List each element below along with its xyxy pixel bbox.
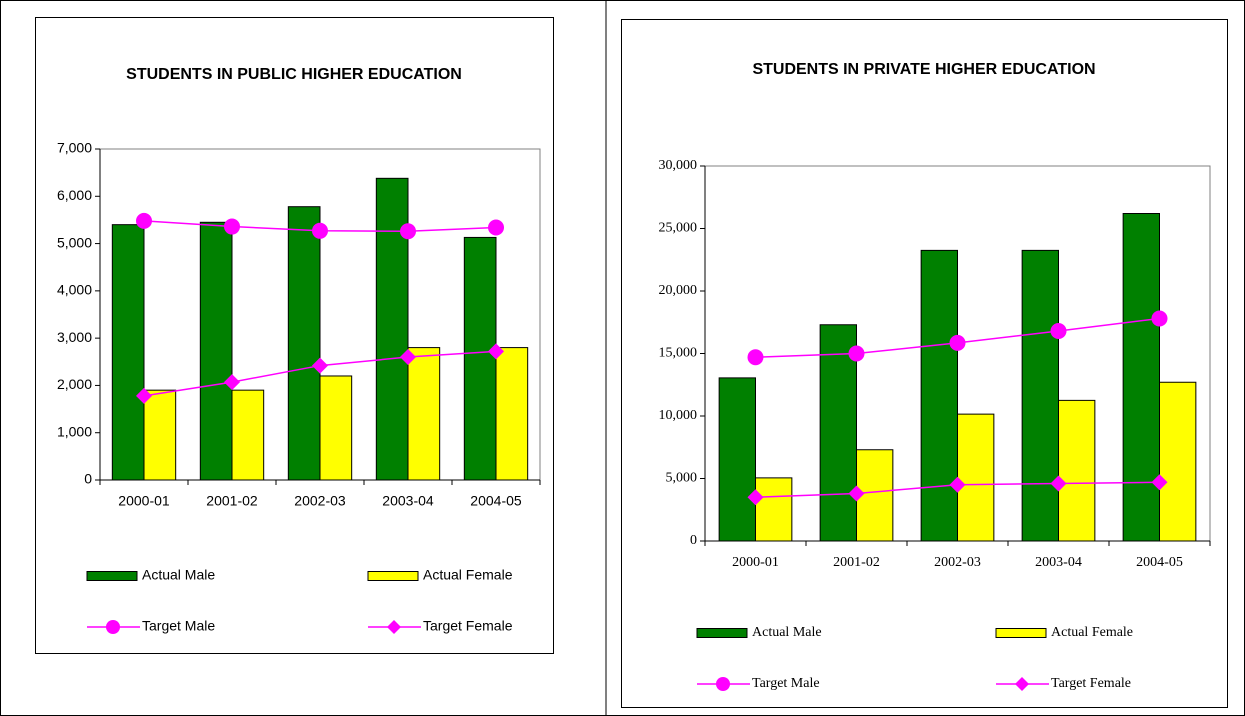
legend-swatch [367, 571, 419, 581]
marker-diamond [312, 357, 328, 374]
y-tick-label: 5,000 [57, 234, 92, 250]
marker-circle [716, 677, 730, 691]
bar [495, 347, 529, 481]
marker-diamond [949, 476, 966, 493]
bar [718, 377, 757, 542]
x-tick-label: 2001-02 [206, 493, 258, 509]
y-tick-label: 0 [84, 471, 92, 487]
x-tick-label: 2002-03 [934, 555, 981, 570]
x-tick-label: 2003-04 [382, 493, 434, 509]
legend-label: Target Female [423, 618, 513, 634]
x-tick-label: 2001-02 [833, 555, 880, 570]
x-tick-label: 2002-03 [294, 493, 346, 509]
x-tick-label: 2003-04 [1035, 555, 1082, 570]
bar [957, 413, 995, 542]
bar [111, 224, 145, 481]
x-tick-label: 2004-05 [1136, 555, 1183, 570]
legend-label: Actual Male [752, 625, 822, 640]
legend-label: Target Female [1051, 676, 1131, 691]
chart-public: STUDENTS IN PUBLIC HIGHER EDUCATION 0 1,00… [35, 17, 554, 654]
bar [407, 347, 441, 481]
marker-circle [136, 212, 152, 229]
bar [199, 221, 233, 481]
bar [463, 236, 497, 481]
x-tick-label: 2000-01 [732, 555, 779, 570]
chart-title: STUDENTS IN PUBLIC HIGHER EDUCATION [126, 66, 462, 83]
marker-circle [1050, 323, 1067, 339]
bar [819, 324, 858, 542]
chart-title: STUDENTS IN PRIVATE HIGHER EDUCATION [752, 61, 1095, 78]
marker-circle [848, 345, 865, 362]
legend-swatch [696, 628, 748, 638]
bar [920, 249, 959, 542]
y-tick-label: 20,000 [659, 283, 698, 298]
marker-diamond [136, 387, 152, 404]
legend-label: Actual Female [1051, 625, 1133, 640]
legend-swatch [86, 571, 138, 581]
chart-private: STUDENTS IN PRIVATE HIGHER EDUCATION 0 5,0… [621, 19, 1228, 708]
marker-circle [312, 222, 328, 239]
bar [1021, 249, 1060, 542]
legend-label: Actual Female [423, 567, 513, 583]
bar [319, 375, 353, 481]
legend-label: Target Male [142, 618, 215, 634]
legend-swatch [995, 628, 1047, 638]
marker-circle [224, 218, 240, 235]
marker-diamond [400, 349, 416, 366]
marker-circle [400, 223, 416, 240]
bar [1058, 399, 1096, 542]
marker-diamond [848, 485, 865, 502]
marker-diamond [747, 489, 764, 506]
legend-label: Target Male [752, 676, 820, 691]
x-tick-label: 2000-01 [118, 493, 170, 509]
bar [231, 389, 265, 481]
y-tick-label: 3,000 [57, 329, 92, 345]
marker-circle [949, 334, 966, 351]
bar [755, 477, 793, 542]
marker-diamond [488, 343, 504, 360]
y-tick-label: 25,000 [659, 221, 698, 236]
y-tick-label: 4,000 [57, 282, 92, 298]
marker-circle [488, 219, 504, 236]
marker-diamond [1015, 677, 1029, 691]
marker-circle [1151, 310, 1168, 327]
y-tick-label: 6,000 [57, 187, 92, 203]
y-tick-label: 0 [690, 533, 697, 548]
y-tick-label: 30,000 [659, 158, 698, 173]
y-tick-label: 7,000 [57, 140, 92, 156]
y-tick-label: 15,000 [659, 346, 698, 361]
marker-diamond [224, 374, 240, 391]
bar [1159, 381, 1197, 542]
y-tick-label: 10,000 [659, 408, 698, 423]
marker-circle [747, 349, 764, 366]
marker-diamond [1151, 474, 1168, 491]
bar [375, 177, 409, 481]
y-tick-label: 5,000 [666, 471, 698, 486]
y-tick-label: 2,000 [57, 376, 92, 392]
y-tick-label: 1,000 [57, 423, 92, 439]
marker-diamond [387, 620, 401, 634]
x-tick-label: 2004-05 [470, 493, 522, 509]
bar [287, 206, 321, 481]
marker-circle [106, 620, 120, 634]
legend-label: Actual Male [142, 567, 215, 583]
bar [143, 389, 177, 481]
bar [1122, 213, 1161, 542]
marker-diamond [1050, 475, 1067, 492]
